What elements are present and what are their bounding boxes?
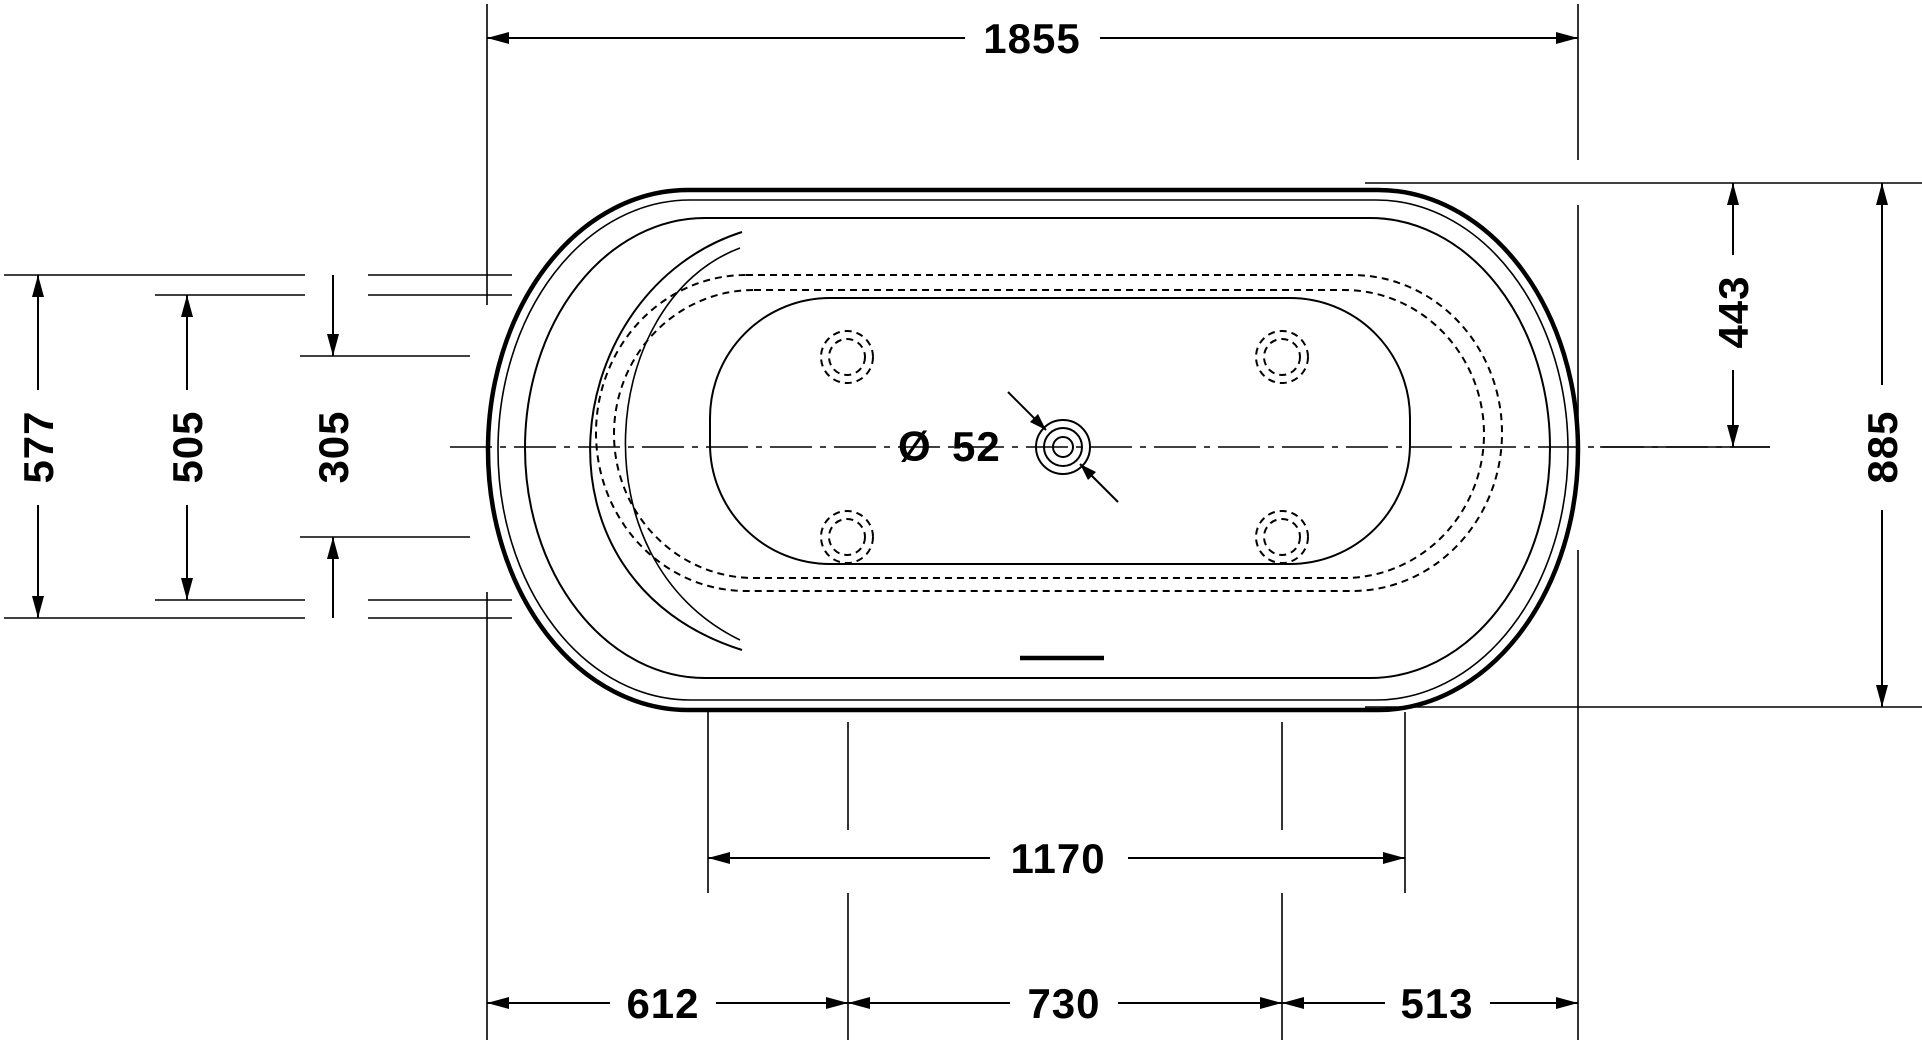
foot-bottom-right [1255,510,1309,564]
dim-overall-width: 885 [1859,183,1906,707]
dim-label-height-rim: 505 [164,410,211,483]
dim-height-basin: 305 [310,275,357,618]
dim-height-rim: 505 [164,295,211,600]
dim-label-height-outer: 577 [15,410,62,483]
dim-center-to-edge: 443 [1710,183,1757,447]
tub-backrest-curve-inner [624,247,741,641]
tub-rim-line [524,217,1551,679]
dim-label-drain-diameter: 52 [952,423,1001,470]
basin-dashed-outline [595,274,1503,592]
support-feet [820,330,1309,564]
basin-dash-inner [613,289,1485,579]
dim-label-center-to-edge: 443 [1710,275,1757,348]
foot-top-left [820,330,874,384]
drain-diameter-symbol: Ø [898,423,932,470]
tub-outer-rim [485,187,1581,713]
bathtub-outline [485,187,1581,713]
dim-label-height-basin: 305 [310,410,357,483]
basin-dash-outer [595,274,1503,592]
dim-label-overall-width: 885 [1859,410,1906,483]
dim-height-outer: 577 [15,275,62,618]
dim-drain-diameter: Ø 52 [898,423,1001,470]
dim-label-right-offset: 513 [1400,980,1473,1027]
foot-bottom-left [820,510,874,564]
dim-foot-span: 1170 [708,835,1405,882]
tub-rim-inner [497,199,1569,701]
foot-top-right [1255,330,1309,384]
dim-label-overall-length: 1855 [983,15,1080,62]
dim-label-left-offset: 612 [626,980,699,1027]
extension-lines [4,4,1922,1040]
dim-label-middle-span: 730 [1027,980,1100,1027]
dim-label-foot-span: 1170 [1010,835,1105,882]
dim-overall-length: 1855 [487,15,1578,62]
tub-backrest-curve-outer [589,231,743,651]
tub-bottom-plate [709,297,1411,565]
dim-bottom-chain: 612 730 513 [487,980,1578,1027]
